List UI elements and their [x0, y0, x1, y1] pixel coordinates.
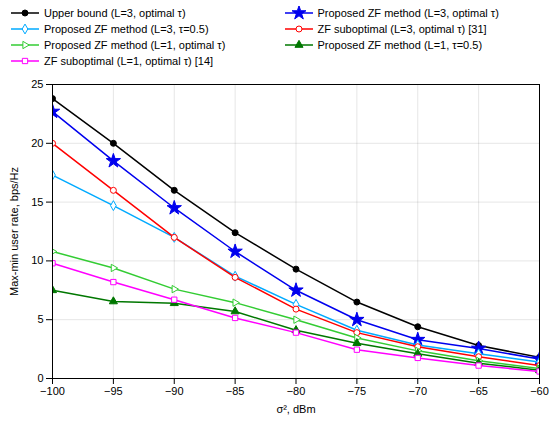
- html-text:Upper bound (L=3, optimal τ): Upper bound (L=3, optimal τ): [44, 7, 186, 19]
- svg-text:20: 20: [31, 137, 43, 149]
- svg-text:−95: −95: [104, 385, 123, 397]
- html-text:ZF suboptimal (L=3, optimal τ): ZF suboptimal (L=3, optimal τ) [31]: [317, 23, 487, 35]
- svg-text:−100: −100: [40, 385, 65, 397]
- svg-text:−80: −80: [287, 385, 306, 397]
- svg-text:0: 0: [37, 372, 43, 384]
- svg-text:−90: −90: [165, 385, 184, 397]
- html-text:ZF suboptimal (L=1, optimal τ): ZF suboptimal (L=1, optimal τ) [14]: [44, 55, 214, 67]
- html-text:Proposed ZF method (L=3, optim: Proposed ZF method (L=3, optimal τ): [317, 7, 499, 19]
- svg-text:15: 15: [31, 196, 43, 208]
- svg-text:−65: −65: [469, 385, 488, 397]
- svg-text:25: 25: [31, 78, 43, 90]
- svg-text:Max-min user rate, bps/Hz: Max-min user rate, bps/Hz: [8, 167, 20, 296]
- svg-text:−85: −85: [226, 385, 245, 397]
- html-text:Proposed ZF method (L=1, optim: Proposed ZF method (L=1, optimal τ): [44, 39, 226, 51]
- svg-text:−70: −70: [408, 385, 427, 397]
- html-text:Proposed ZF method (L=3, τ=0.5: Proposed ZF method (L=3, τ=0.5): [44, 23, 209, 35]
- svg-text:−60: −60: [530, 385, 549, 397]
- html-text:Proposed ZF method (L=1, τ=0.5: Proposed ZF method (L=1, τ=0.5): [317, 39, 482, 51]
- svg-text:10: 10: [31, 254, 43, 266]
- svg-text:σ², dBm: σ², dBm: [276, 403, 315, 415]
- svg-text:5: 5: [37, 313, 43, 325]
- svg-text:−75: −75: [348, 385, 367, 397]
